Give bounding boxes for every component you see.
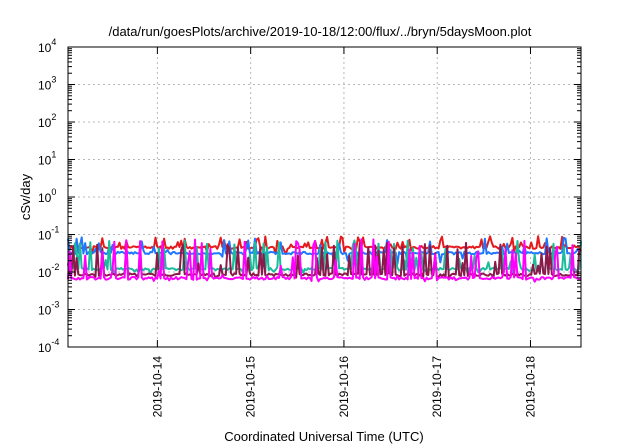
y-tick-label: 100 [38,187,56,205]
x-tick-label: 2019-10-14 [150,356,164,418]
y-tick-label: 10-4 [38,337,59,355]
y-axis-label: cSv/day [18,173,33,220]
x-tick-label: 2019-10-18 [523,356,537,418]
y-tick-label: 10-3 [38,300,59,318]
x-tick-label: 2019-10-15 [244,356,258,418]
x-tick-label: 2019-10-17 [430,356,444,418]
x-axis: 2019-10-14 2019-10-15 2019-10-16 2019-10-17… [150,47,537,417]
y-tick-label: 104 [38,37,56,55]
y-tick-label: 102 [38,112,56,130]
y-tick-label: 101 [38,150,56,168]
y-tick-label: 10-2 [38,262,59,280]
grid-lines [68,47,581,347]
y-tick-label: 10-1 [38,225,59,243]
data-series [67,235,582,283]
x-tick-label: 2019-10-16 [337,356,351,418]
series-line-4 [67,241,582,280]
series-line-5 [67,238,582,283]
chart-title: /data/run/goesPlots/archive/2019-10-18/1… [109,24,532,39]
x-axis-label: Coordinated Universal Time (UTC) [224,429,423,444]
y-tick-label: 103 [38,75,56,93]
